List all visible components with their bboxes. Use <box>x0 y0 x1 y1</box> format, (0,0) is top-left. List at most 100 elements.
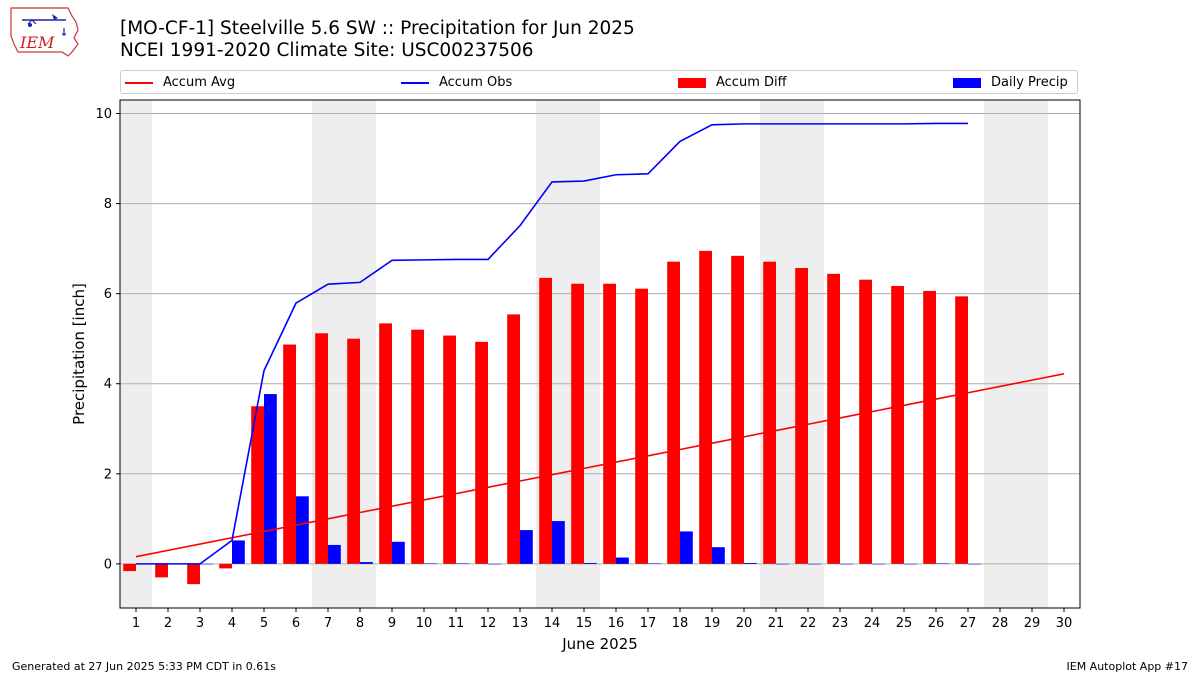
accum-diff-bar-day-5 <box>251 406 264 564</box>
daily-precip-bar-day-10 <box>424 563 437 564</box>
y-tick-label-8: 8 <box>104 197 112 212</box>
chart-legend: Accum Avg Accum Obs Accum Diff Daily Pre… <box>120 70 1078 94</box>
daily-precip-bar-day-23 <box>840 563 853 565</box>
accum-diff-bar-day-19 <box>699 250 712 564</box>
daily-precip-bar-day-11 <box>456 563 469 564</box>
accum-diff-bar-day-18 <box>667 261 680 564</box>
legend-accum-obs-label: Accum Obs <box>439 75 513 90</box>
footer-generated: Generated at 27 Jun 2025 5:33 PM CDT in … <box>12 660 277 673</box>
y-tick-label-4: 4 <box>104 377 112 392</box>
daily-precip-bar-day-18 <box>680 531 693 564</box>
accum-diff-bar-day-7 <box>315 333 328 564</box>
accum-diff-bar-day-16 <box>603 283 616 564</box>
daily-precip-bar-day-19 <box>712 547 725 564</box>
daily-precip-bar-day-8 <box>360 562 373 564</box>
x-tick-label-11: 11 <box>448 616 465 631</box>
legend-accum-diff-label: Accum Diff <box>716 75 787 90</box>
daily-precip-bar-day-20 <box>744 562 757 564</box>
x-tick-label-9: 9 <box>388 616 396 631</box>
x-tick-label-30: 30 <box>1056 616 1073 631</box>
accum-diff-bar-day-13 <box>507 314 520 564</box>
legend-accum-avg: Accum Avg <box>125 74 235 92</box>
accum-diff-bar-day-8 <box>347 338 360 564</box>
accum-diff-bar-day-14 <box>539 277 552 564</box>
x-tick-label-10: 10 <box>416 616 433 631</box>
x-tick-label-7: 7 <box>324 616 332 631</box>
y-tick-label-2: 2 <box>104 467 112 482</box>
x-tick-label-13: 13 <box>512 616 529 631</box>
daily-precip-bar-day-25 <box>904 563 917 565</box>
daily-precip-bar-day-5 <box>264 394 277 564</box>
weekend-shade-29 <box>1016 100 1048 608</box>
daily-precip-bar-day-16 <box>616 557 629 564</box>
y-axis-label: Precipitation [inch] <box>70 283 88 425</box>
y-tick-label-6: 6 <box>104 287 112 302</box>
accum-diff-bar-day-11 <box>443 335 456 564</box>
legend-accum-obs-swatch <box>401 81 429 84</box>
accum-diff-bar-day-2 <box>155 563 168 578</box>
iem-logo: IEM <box>10 7 79 57</box>
footer-app-id: IEM Autoplot App #17 <box>1066 660 1189 673</box>
daily-precip-bar-day-4 <box>232 540 245 564</box>
x-tick-label-17: 17 <box>640 616 657 631</box>
accum-obs-line <box>136 122 968 565</box>
accum-diff-bar-day-24 <box>859 279 872 564</box>
daily-precip-bar-day-14 <box>552 521 565 564</box>
x-tick-label-18: 18 <box>672 616 689 631</box>
logo-text: IEM <box>19 33 55 52</box>
y-tick-label-10: 10 <box>95 107 112 122</box>
accum-diff-bar-day-20 <box>731 255 744 564</box>
x-tick-label-12: 12 <box>480 616 497 631</box>
accum-diff-bar-day-22 <box>795 267 808 564</box>
accum-diff-bar-day-4 <box>219 563 232 569</box>
daily-precip-bar-day-7 <box>328 544 341 564</box>
daily-precip-bar-day-3 <box>200 563 213 565</box>
legend-daily-precip-swatch <box>953 77 981 88</box>
daily-precip-bar-day-6 <box>296 496 309 564</box>
daily-precip-bar-day-27 <box>968 563 981 565</box>
x-tick-label-21: 21 <box>768 616 785 631</box>
legend-accum-diff-swatch <box>678 77 706 88</box>
accum-diff-bar-day-15 <box>571 283 584 564</box>
chart-subtitle: NCEI 1991-2020 Climate Site: USC00237506 <box>120 40 534 61</box>
x-tick-label-29: 29 <box>1024 616 1041 631</box>
accum-diff-bar-day-25 <box>891 285 904 564</box>
accum-diff-bar-day-10 <box>411 329 424 564</box>
chart-title: [MO-CF-1] Steelville 5.6 SW :: Precipita… <box>120 18 635 39</box>
daily-precip-bar-day-13 <box>520 530 533 564</box>
accum-avg-line <box>135 373 1065 558</box>
x-tick-label-5: 5 <box>260 616 268 631</box>
legend-accum-avg-label: Accum Avg <box>163 75 236 90</box>
accum-diff-bar-day-6 <box>283 344 296 564</box>
x-tick-label-24: 24 <box>864 616 881 631</box>
daily-precip-bar-day-12 <box>488 563 501 565</box>
x-tick-label-28: 28 <box>992 616 1009 631</box>
plot-frame <box>119 99 1081 609</box>
x-tick-label-4: 4 <box>228 616 236 631</box>
daily-precip-bar-day-9 <box>392 541 405 564</box>
legend-accum-diff: Accum Diff <box>678 74 787 92</box>
legend-accum-obs: Accum Obs <box>401 74 512 92</box>
accum-diff-bar-day-12 <box>475 341 488 564</box>
x-tick-label-1: 1 <box>132 616 140 631</box>
x-tick-label-6: 6 <box>292 616 300 631</box>
legend-accum-avg-swatch <box>125 81 153 84</box>
accum-diff-bar-day-17 <box>635 288 648 564</box>
accum-diff-bar-day-27 <box>955 296 968 564</box>
x-tick-label-16: 16 <box>608 616 625 631</box>
accum-diff-bar-day-21 <box>763 261 776 564</box>
daily-precip-bar-day-15 <box>584 562 597 564</box>
x-tick-label-25: 25 <box>896 616 913 631</box>
daily-precip-bar-day-26 <box>936 563 949 564</box>
x-tick-label-22: 22 <box>800 616 817 631</box>
accum-diff-bar-day-1 <box>123 563 136 572</box>
accum-diff-bar-day-26 <box>923 290 936 564</box>
daily-precip-bar-day-21 <box>776 563 789 565</box>
x-tick-label-8: 8 <box>356 616 364 631</box>
x-tick-label-15: 15 <box>576 616 593 631</box>
daily-precip-bar-day-24 <box>872 563 885 565</box>
weekend-shade-28 <box>984 100 1016 608</box>
legend-daily-precip-label: Daily Precip <box>991 75 1068 90</box>
x-tick-label-20: 20 <box>736 616 753 631</box>
